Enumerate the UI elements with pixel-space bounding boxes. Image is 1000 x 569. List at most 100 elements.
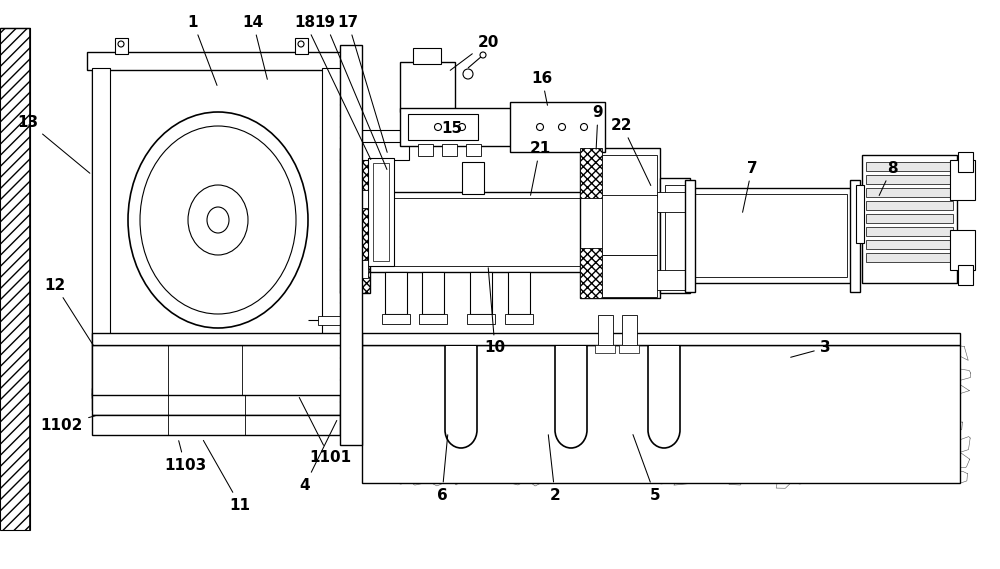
Bar [400, 108, 562, 146]
Bar [958, 265, 973, 285]
Bar [92, 68, 110, 398]
Text: 2: 2 [548, 435, 560, 502]
Bar [322, 68, 340, 398]
Bar [422, 272, 444, 314]
Ellipse shape [480, 52, 486, 58]
Text: 14: 14 [242, 14, 267, 79]
Bar [655, 192, 695, 212]
Bar [373, 163, 389, 261]
Bar [357, 140, 409, 160]
Bar [950, 230, 975, 270]
Text: 20: 20 [450, 35, 499, 71]
Bar [92, 415, 340, 435]
Text: 13: 13 [17, 114, 90, 173]
Bar [866, 253, 953, 262]
Bar [400, 62, 455, 112]
Ellipse shape [207, 207, 229, 233]
Ellipse shape [580, 123, 588, 130]
Bar [385, 272, 407, 314]
Bar [92, 393, 340, 415]
Text: 17: 17 [337, 14, 387, 152]
Bar [602, 195, 657, 255]
Ellipse shape [118, 41, 124, 47]
Text: 1101: 1101 [299, 398, 351, 465]
Bar [462, 162, 484, 194]
Ellipse shape [558, 123, 566, 130]
Bar [866, 188, 953, 197]
Bar [382, 314, 410, 324]
Text: 5: 5 [633, 435, 660, 502]
Bar [368, 158, 394, 266]
Bar [419, 314, 447, 324]
Bar [92, 68, 340, 398]
Text: 22: 22 [611, 118, 651, 185]
Bar [866, 240, 953, 249]
Bar [115, 38, 128, 54]
Bar [580, 248, 602, 298]
Bar [92, 333, 360, 345]
Bar [318, 316, 340, 325]
Text: 15: 15 [441, 121, 463, 135]
Bar [950, 160, 975, 200]
Bar [92, 345, 360, 395]
Bar [132, 376, 172, 390]
Bar [370, 192, 640, 272]
Bar [466, 144, 481, 156]
Text: 4: 4 [300, 420, 337, 493]
Ellipse shape [298, 41, 304, 47]
Bar [690, 188, 852, 283]
Bar [340, 260, 368, 278]
Bar [92, 388, 340, 410]
Bar [649, 346, 679, 430]
Ellipse shape [434, 123, 442, 130]
Bar [856, 185, 864, 243]
Ellipse shape [458, 123, 466, 130]
Text: 1103: 1103 [164, 440, 206, 472]
Bar [340, 190, 368, 208]
Text: 1: 1 [188, 14, 217, 85]
Bar [580, 148, 660, 298]
Bar [295, 38, 308, 54]
Ellipse shape [128, 112, 308, 328]
Bar [619, 345, 639, 353]
Bar [622, 315, 637, 345]
Bar [508, 272, 530, 314]
Bar [556, 346, 586, 430]
Bar [442, 144, 457, 156]
Bar [866, 175, 953, 184]
Bar [685, 180, 695, 292]
Bar [862, 155, 957, 283]
Text: 11: 11 [203, 440, 250, 513]
Bar [602, 155, 657, 197]
Bar [595, 345, 615, 353]
Bar [660, 178, 690, 293]
Bar [866, 162, 953, 171]
Text: 7: 7 [743, 160, 757, 212]
Bar [580, 148, 602, 198]
Text: 6: 6 [437, 435, 448, 502]
Bar [228, 376, 268, 390]
Bar [470, 272, 492, 314]
Ellipse shape [188, 185, 248, 255]
Bar [87, 52, 347, 70]
Text: 21: 21 [529, 141, 551, 195]
Text: 16: 16 [531, 71, 553, 105]
Text: 3: 3 [791, 340, 830, 357]
Bar [695, 194, 847, 277]
Bar [510, 102, 605, 152]
Bar [418, 144, 433, 156]
Text: 8: 8 [879, 160, 897, 196]
Bar [850, 180, 860, 292]
Bar [446, 346, 476, 430]
Bar [598, 315, 613, 345]
Text: 9: 9 [593, 105, 603, 149]
Bar [248, 370, 268, 378]
Ellipse shape [140, 126, 296, 314]
Bar [362, 345, 960, 483]
Bar [362, 130, 404, 142]
Bar [340, 148, 370, 293]
Bar [340, 45, 362, 445]
Text: 12: 12 [44, 278, 94, 345]
Text: 10: 10 [484, 268, 506, 356]
Bar [467, 314, 495, 324]
